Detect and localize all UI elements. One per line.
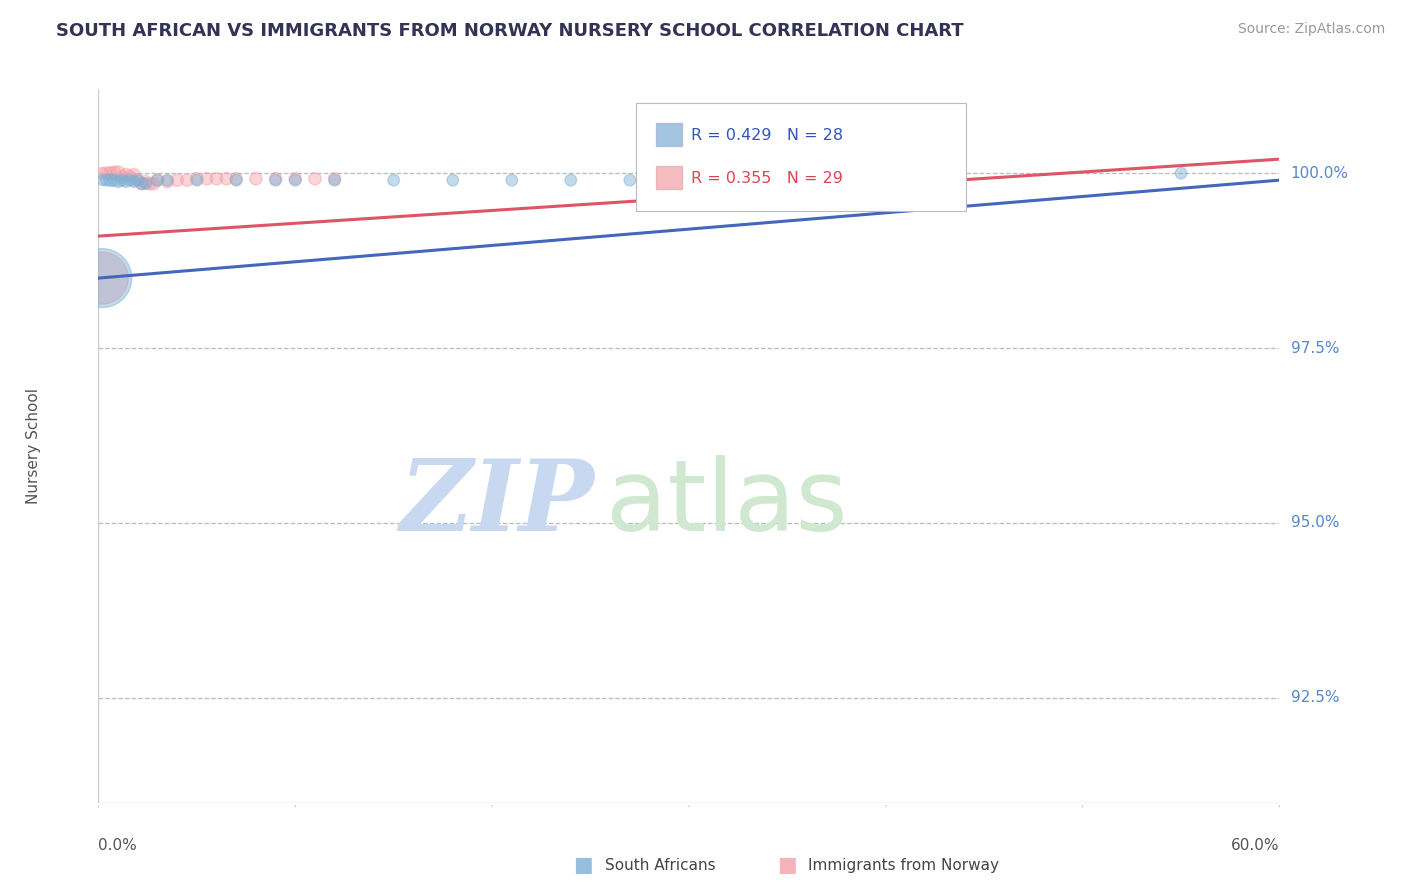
Point	[115, 168, 138, 182]
Point	[382, 173, 405, 187]
Text: ■: ■	[778, 855, 797, 875]
Point	[245, 171, 267, 186]
Text: 92.5%: 92.5%	[1291, 690, 1339, 706]
Point	[284, 171, 307, 186]
Text: South Africans: South Africans	[605, 858, 716, 872]
Point	[103, 173, 125, 187]
Text: Nursery School: Nursery School	[25, 388, 41, 504]
Text: SOUTH AFRICAN VS IMMIGRANTS FROM NORWAY NURSERY SCHOOL CORRELATION CHART: SOUTH AFRICAN VS IMMIGRANTS FROM NORWAY …	[56, 22, 965, 40]
Point	[146, 173, 169, 187]
Point	[118, 169, 141, 184]
Point	[441, 173, 464, 187]
Point	[111, 169, 134, 184]
Text: 0.0%: 0.0%	[98, 838, 138, 854]
Point	[284, 173, 307, 187]
Point	[98, 166, 121, 180]
Text: R = 0.429   N = 28: R = 0.429 N = 28	[692, 128, 844, 143]
Point	[142, 177, 165, 191]
Point	[96, 173, 118, 187]
Point	[678, 173, 700, 187]
Point	[115, 175, 138, 189]
Point	[264, 173, 287, 187]
Point	[91, 166, 114, 180]
Point	[186, 173, 208, 187]
Point	[135, 175, 157, 189]
Point	[501, 173, 523, 187]
Point	[156, 175, 179, 189]
Point	[131, 177, 153, 191]
Point	[122, 175, 145, 189]
Text: Source: ZipAtlas.com: Source: ZipAtlas.com	[1237, 22, 1385, 37]
Point	[135, 177, 157, 191]
Text: atlas: atlas	[606, 455, 848, 551]
Point	[122, 168, 145, 182]
Point	[215, 171, 238, 186]
Point	[131, 177, 153, 191]
Point	[1170, 166, 1192, 180]
Point	[91, 271, 114, 285]
Point	[111, 173, 134, 187]
Point	[264, 171, 287, 186]
Point	[91, 271, 114, 285]
Point	[166, 173, 188, 187]
Point	[205, 171, 228, 186]
Point	[103, 166, 125, 180]
Point	[138, 177, 160, 191]
Text: 100.0%: 100.0%	[1291, 166, 1348, 181]
Point	[98, 173, 121, 187]
Point	[195, 171, 218, 186]
Text: 60.0%: 60.0%	[1232, 838, 1279, 854]
Point	[96, 166, 118, 180]
Bar	[655, 123, 682, 146]
Bar	[655, 166, 682, 189]
Text: 95.0%: 95.0%	[1291, 516, 1339, 531]
Point	[107, 175, 129, 189]
Point	[176, 173, 198, 187]
Point	[146, 173, 169, 187]
Point	[737, 173, 759, 187]
Point	[323, 173, 346, 187]
Point	[156, 173, 179, 187]
Text: R = 0.355   N = 29: R = 0.355 N = 29	[692, 171, 844, 186]
Text: Immigrants from Norway: Immigrants from Norway	[808, 858, 1000, 872]
Point	[225, 171, 247, 186]
Point	[127, 173, 149, 187]
Text: ZIP: ZIP	[399, 455, 595, 551]
Point	[225, 173, 247, 187]
Point	[91, 173, 114, 187]
Point	[323, 171, 346, 186]
Point	[107, 166, 129, 180]
Point	[560, 173, 582, 187]
Point	[127, 173, 149, 187]
Point	[186, 171, 208, 186]
Point	[304, 171, 326, 186]
Text: ■: ■	[574, 855, 593, 875]
Point	[118, 173, 141, 187]
FancyBboxPatch shape	[636, 103, 966, 211]
Text: 97.5%: 97.5%	[1291, 341, 1339, 356]
Point	[619, 173, 641, 187]
